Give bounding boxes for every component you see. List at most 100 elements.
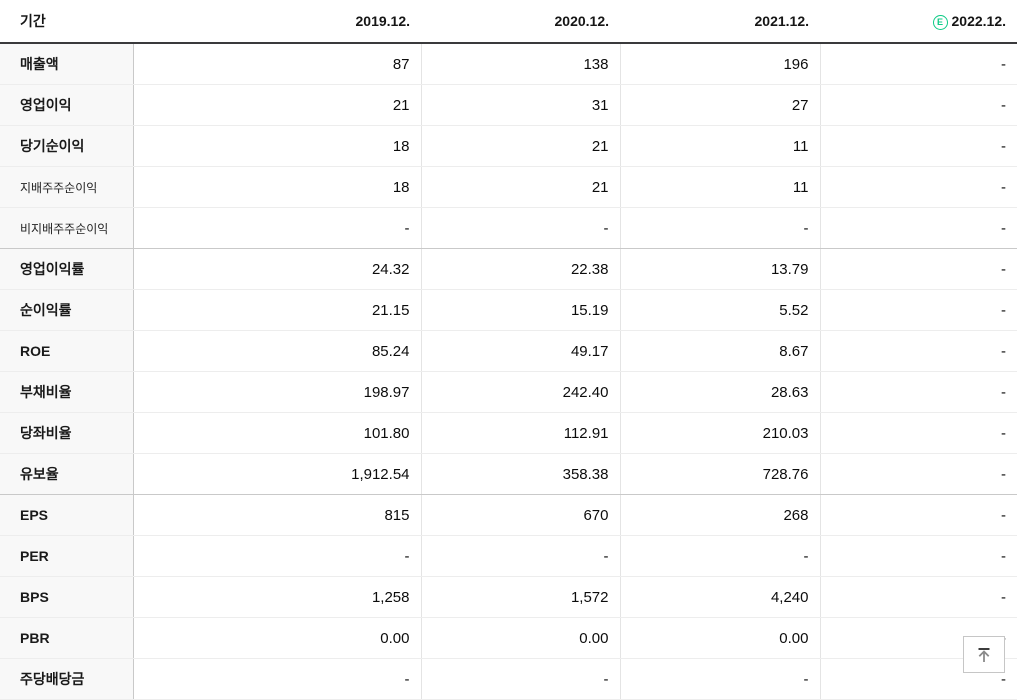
value-cell: 0.00 [420, 617, 620, 659]
row-label: 순이익률 [0, 289, 134, 331]
value-cell: - [819, 248, 1017, 290]
table-row: 순이익률 21.15 15.19 5.52- [0, 289, 1017, 331]
value-cell: 22.38 [420, 248, 620, 290]
row-label: 매출액 [0, 43, 134, 85]
value-cell: - [619, 535, 820, 577]
row-label: 영업이익률 [0, 248, 134, 290]
value-cell: 49.17 [420, 330, 620, 372]
value-cell: 85.24 [133, 330, 421, 372]
value-cell: 1,258 [133, 576, 421, 618]
value-cell: 1,572 [420, 576, 620, 618]
value-cell: - [819, 494, 1017, 536]
column-header-period: 기간 [0, 0, 133, 44]
column-header-202112: 2021.12. [620, 0, 820, 44]
value-cell: 21 [420, 166, 620, 208]
value-cell: 1,912.54 [133, 453, 421, 495]
value-cell: 728.76 [619, 453, 820, 495]
table-row: 부채비율 198.97 242.40 28.63- [0, 371, 1017, 413]
row-label: 비지배주주순이익 [0, 207, 134, 249]
row-label: ROE [0, 330, 134, 372]
value-cell: 18 [133, 125, 421, 167]
value-cell: - [819, 43, 1017, 85]
table-row: 영업이익 21 31 27- [0, 84, 1017, 126]
value-cell: 27 [619, 84, 820, 126]
table-row: 매출액 87 138 196- [0, 43, 1017, 85]
value-cell: 31 [420, 84, 620, 126]
row-label: 유보율 [0, 453, 134, 495]
table-row: 당좌비율 101.80 112.91 210.03- [0, 412, 1017, 454]
value-cell: 13.79 [619, 248, 820, 290]
value-cell: - [819, 166, 1017, 208]
value-cell: - [420, 535, 620, 577]
column-header-label: 2021.12. [754, 13, 810, 29]
value-cell: 101.80 [133, 412, 421, 454]
value-cell: - [819, 207, 1017, 249]
value-cell: - [819, 453, 1017, 495]
value-cell: - [619, 207, 820, 249]
value-cell: 112.91 [420, 412, 620, 454]
table-row: 비지배주주순이익 - - - - [0, 207, 1017, 249]
row-label: BPS [0, 576, 134, 618]
value-cell: 18 [133, 166, 421, 208]
value-cell: - [819, 412, 1017, 454]
value-cell: - [819, 84, 1017, 126]
value-cell: 5.52 [619, 289, 820, 331]
value-cell: 670 [420, 494, 620, 536]
value-cell: 28.63 [619, 371, 820, 413]
value-cell: 4,240 [619, 576, 820, 618]
value-cell: - [133, 658, 421, 700]
table-row: ROE 85.24 49.17 8.67- [0, 330, 1017, 372]
value-cell: - [819, 576, 1017, 618]
value-cell: 24.32 [133, 248, 421, 290]
value-cell: 358.38 [420, 453, 620, 495]
header-row: 기간 2019.12. 2020.12. 2021.12. E 2022.12. [0, 0, 1017, 44]
value-cell: 268 [619, 494, 820, 536]
row-label: EPS [0, 494, 134, 536]
value-cell: 0.00 [133, 617, 421, 659]
table-row: 영업이익률 24.32 22.38 13.79- [0, 248, 1017, 290]
column-header-202212: E 2022.12. [820, 0, 1017, 44]
row-label: 당기순이익 [0, 125, 134, 167]
value-cell: 8.67 [619, 330, 820, 372]
row-label: 영업이익 [0, 84, 134, 126]
table-row: 지배주주순이익 18 21 11- [0, 166, 1017, 208]
value-cell: 210.03 [619, 412, 820, 454]
value-cell: 11 [619, 125, 820, 167]
value-cell: - [819, 330, 1017, 372]
value-cell: 815 [133, 494, 421, 536]
value-cell: 196 [619, 43, 820, 85]
table-row: 당기순이익 18 21 11- [0, 125, 1017, 167]
value-cell: 242.40 [420, 371, 620, 413]
table-row: EPS 815 670 268- [0, 494, 1017, 536]
value-cell: - [819, 125, 1017, 167]
row-label: 당좌비율 [0, 412, 134, 454]
value-cell: - [420, 658, 620, 700]
value-cell: 0.00 [619, 617, 820, 659]
value-cell: 11 [619, 166, 820, 208]
value-cell: 138 [420, 43, 620, 85]
table-row: 주당배당금 - - - - [0, 658, 1017, 700]
column-header-202012: 2020.12. [421, 0, 620, 44]
value-cell: - [133, 535, 421, 577]
row-label: PER [0, 535, 134, 577]
value-cell: - [420, 207, 620, 249]
table-row: PER - - - - [0, 535, 1017, 577]
estimate-icon: E [932, 14, 948, 30]
arrow-up-top-icon [978, 647, 990, 662]
column-header-label: 2022.12. [951, 12, 1007, 29]
column-header-201912: 2019.12. [133, 0, 421, 44]
column-header-label: 2019.12. [355, 13, 411, 29]
value-cell: - [133, 207, 421, 249]
row-label: PBR [0, 617, 134, 659]
value-cell: 87 [133, 43, 421, 85]
row-label: 주당배당금 [0, 658, 134, 700]
table-body: 매출액 87 138 196- 영업이익 21 31 27- 당기순이익 18 21 11- 지배주주순… [0, 43, 1017, 700]
value-cell: 15.19 [420, 289, 620, 331]
table-row: 유보율 1,912.54 358.38 728.76- [0, 453, 1017, 495]
value-cell: - [819, 535, 1017, 577]
column-header-label: 2020.12. [554, 13, 610, 29]
scroll-to-top-button[interactable] [963, 636, 1005, 673]
row-label: 부채비율 [0, 371, 134, 413]
